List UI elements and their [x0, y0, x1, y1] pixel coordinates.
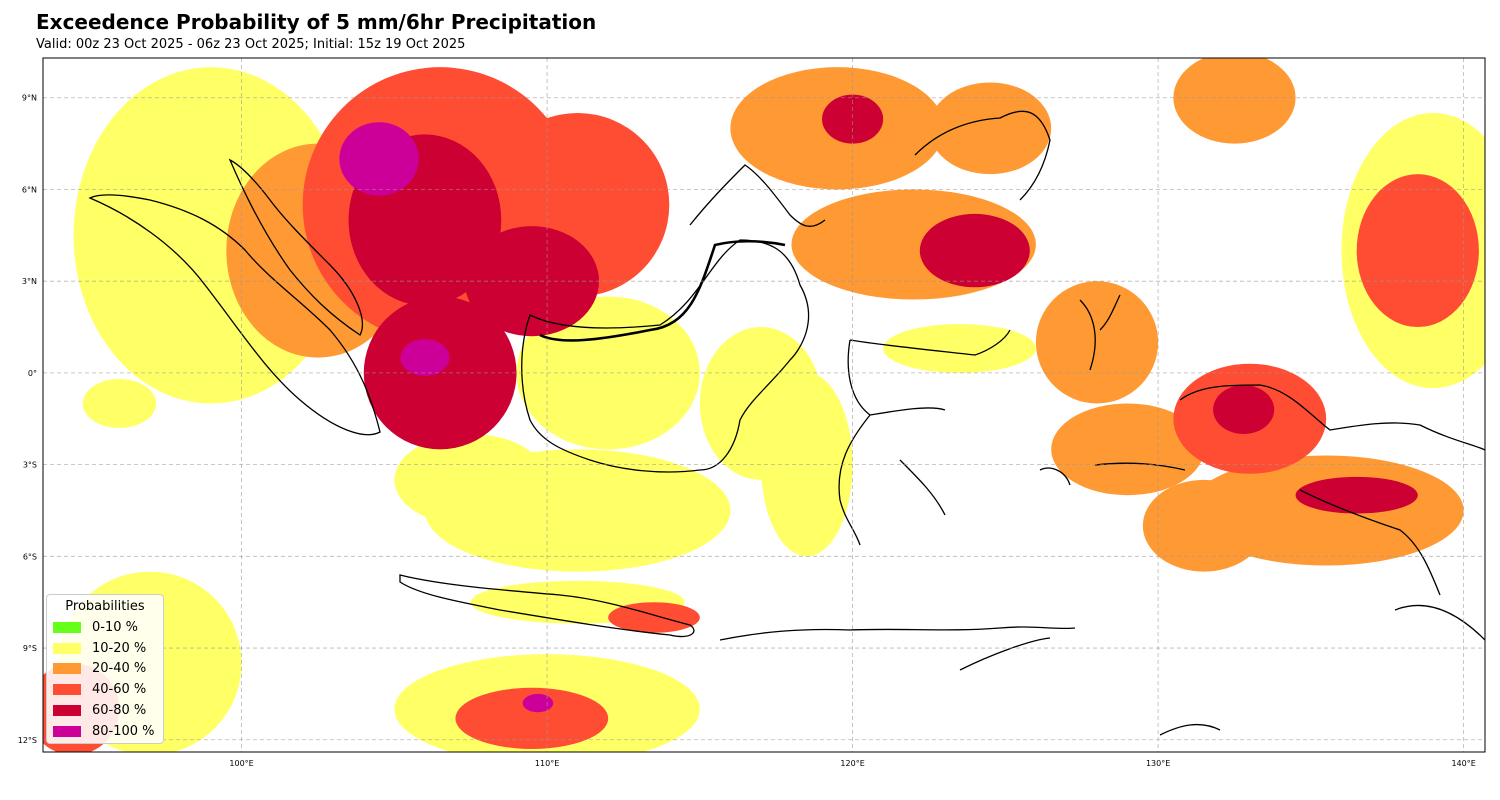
legend-item: 0-10 % [53, 617, 157, 638]
legend-title: Probabilities [65, 599, 145, 614]
coastline-sulawesi [838, 329, 1011, 546]
legend-label: 40-60 % [92, 682, 147, 698]
coastline-australia-north [1159, 604, 1485, 736]
lon-tick-label: 140°E [1451, 759, 1475, 768]
legend-item: 80-100 % [53, 721, 157, 742]
probability-region-karimata-peak [400, 339, 450, 376]
graticule [43, 58, 1485, 752]
legend-swatch [53, 642, 81, 654]
lat-tick-label: 0° [28, 369, 37, 378]
coastline-halmahera [1079, 294, 1121, 371]
lon-tick-label: 100°E [229, 759, 253, 768]
lat-tick-label: 3°N [22, 277, 37, 286]
legend-swatch [53, 705, 81, 717]
lat-tick-label: 9°N [22, 94, 37, 103]
probability-region-papua-core [1213, 385, 1275, 435]
probability-region-indian-ocean-south-core [455, 687, 609, 749]
probability-region-java-east [608, 602, 700, 633]
border-malaysia-indonesia [539, 239, 786, 342]
coastlines [88, 110, 1485, 736]
lat-tick-label: 12°S [18, 736, 37, 745]
probability-region-philippine-sea [1173, 58, 1296, 144]
legend-swatch [53, 621, 81, 633]
coastline-mindanao [914, 110, 1051, 201]
lat-tick-label: 9°S [23, 644, 37, 653]
lon-tick-label: 130°E [1146, 759, 1170, 768]
coastline-seram-buru [1039, 462, 1186, 486]
legend-swatch [53, 684, 81, 696]
lat-tick-label: 6°S [23, 552, 37, 561]
lat-tick-label: 3°S [23, 461, 37, 470]
probability-region-natuna [464, 226, 600, 337]
legend-item: 60-80 % [53, 700, 157, 721]
coastline-new-guinea [1179, 384, 1485, 596]
probability-region-maluku [1051, 403, 1204, 496]
legend-swatch [53, 725, 81, 737]
chart-title: Exceedence Probability of 5 mm/6hr Preci… [36, 10, 597, 34]
coastline-sabah [689, 164, 826, 227]
axis-ticks: 9°N 6°N 3°N 0° 3°S 6°S 9°S 12°S 100°E 110°E 120°E 1… [18, 94, 1476, 768]
probability-region-sulu-sea-core [822, 94, 884, 144]
probability-region-java-sea [424, 449, 731, 572]
probability-region-celebes-sea-core [919, 213, 1030, 288]
legend-label: 0-10 % [92, 619, 138, 635]
probability-region-sulawesi-north [883, 323, 1036, 373]
probability-region-mindanao [928, 82, 1052, 175]
probability-region-south-china-sea-west-peak [339, 122, 419, 196]
lon-tick-label: 110°E [535, 759, 559, 768]
probability-field [43, 58, 1485, 752]
probability-region-kalimantan-west [516, 296, 700, 450]
coastline-lesser-sunda [719, 626, 1076, 671]
probability-region-halmahera [1035, 281, 1159, 404]
lat-tick-label: 6°N [22, 185, 37, 194]
legend: Probabilities 0-10 % 10-20 % 20-40 % 40-… [46, 594, 164, 744]
probability-region-pacific-east-core [1356, 174, 1479, 328]
coastline-borneo [521, 239, 810, 473]
map-frame [42, 57, 1486, 753]
legend-label: 20-40 % [92, 661, 147, 677]
coastline-malay-peninsula [228, 158, 363, 336]
legend-swatch [53, 663, 81, 675]
coastline-sumatra [88, 194, 381, 436]
legend-item: 10-20 % [53, 638, 157, 659]
chart-subtitle: Valid: 00z 23 Oct 2025 - 06z 23 Oct 2025… [36, 37, 466, 52]
legend-item: 40-60 % [53, 679, 157, 700]
probability-region-indian-ocean-south-peak [522, 693, 554, 713]
legend-label: 80-100 % [92, 723, 155, 739]
legend-label: 10-20 % [92, 640, 147, 656]
legend-item: 20-40 % [53, 659, 157, 680]
legend-label: 60-80 % [92, 703, 147, 719]
lon-tick-label: 120°E [840, 759, 864, 768]
coastline-java [399, 574, 695, 638]
probability-region-indian-ocean-west-sumatra [82, 379, 157, 428]
probability-region-karimata [363, 296, 517, 450]
probability-region-arafura-core [1295, 476, 1418, 514]
probability-region-banda-sea [1142, 479, 1266, 572]
